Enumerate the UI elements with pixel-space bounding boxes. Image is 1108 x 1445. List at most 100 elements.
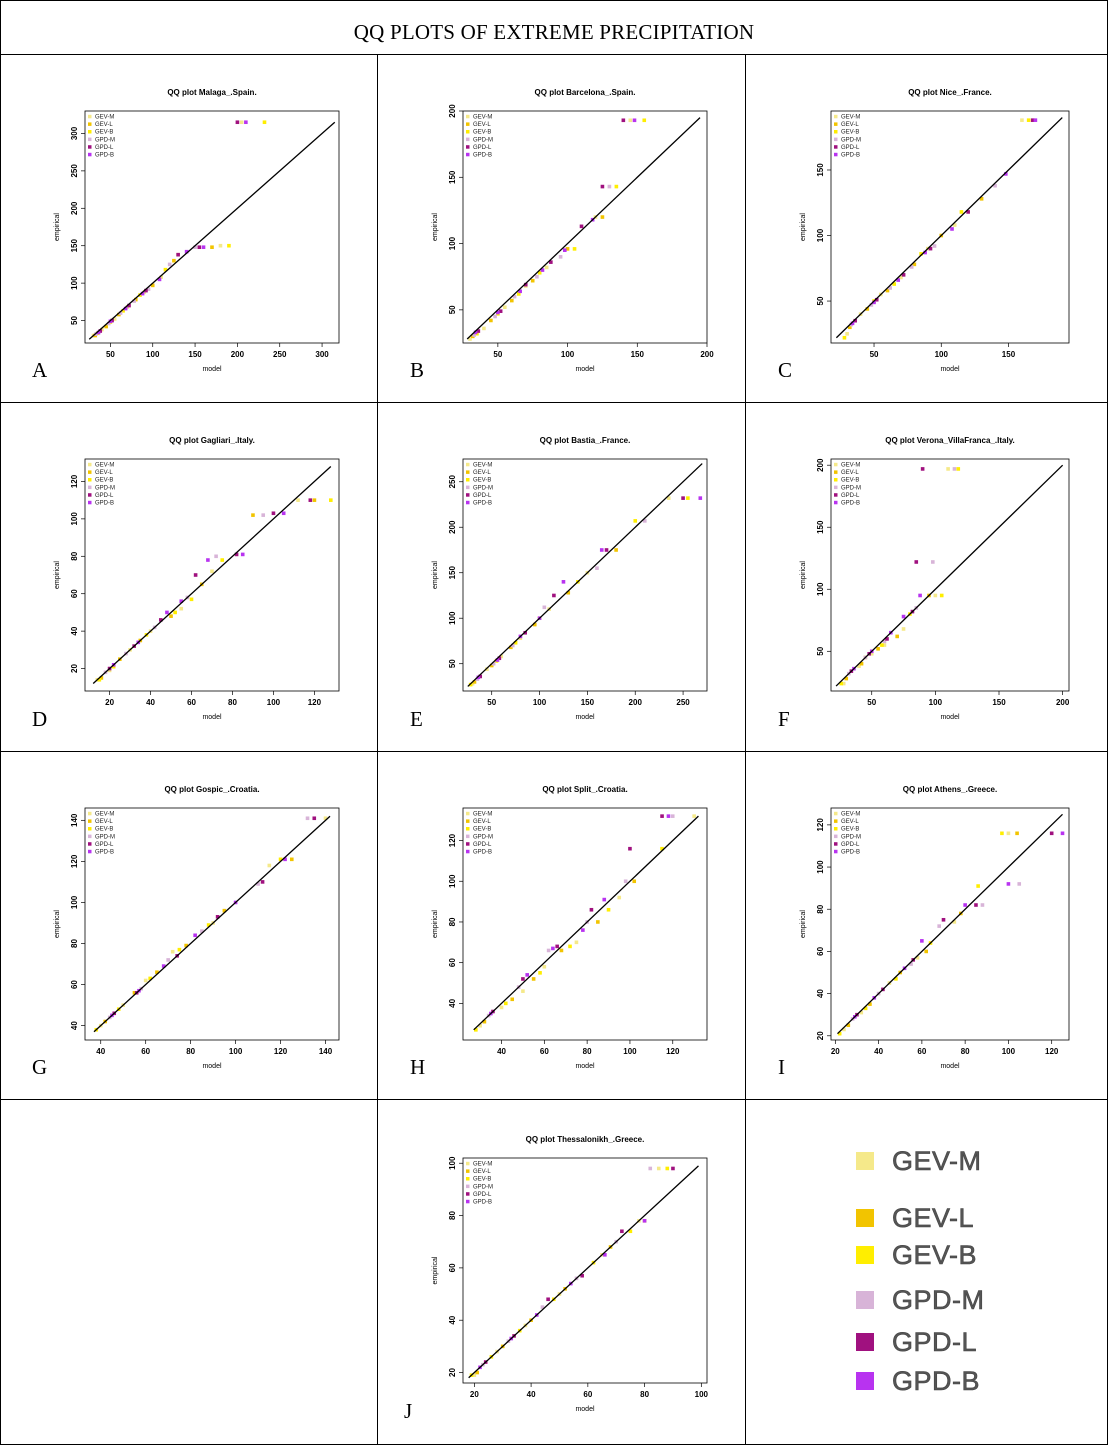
y-tick-label: 40 <box>448 998 457 1007</box>
point-gev-m <box>882 643 887 647</box>
y-axis-label: empirical <box>432 561 439 589</box>
reference-line <box>837 813 1063 1035</box>
inner-legend-swatch-gev-b <box>834 130 838 134</box>
inner-legend-label-gev-m: GEV-M <box>473 463 492 469</box>
y-tick-label: 100 <box>448 874 457 888</box>
point-gev-m <box>472 1373 477 1377</box>
inner-legend-label-gev-b: GEV-B <box>95 478 113 484</box>
point-gpd-m <box>648 1166 653 1171</box>
point-gev-b <box>892 282 896 286</box>
inner-legend-label-gpd-l: GPD-L <box>95 842 114 848</box>
inner-legend-label-gpd-m: GPD-M <box>473 834 493 840</box>
point-gev-l <box>600 215 605 219</box>
y-tick-label: 300 <box>70 126 79 140</box>
point-gpd-l <box>914 560 919 564</box>
x-tick-label: 60 <box>917 1047 926 1056</box>
y-axis-label: empirical <box>800 910 807 938</box>
point-gev-b <box>97 677 102 682</box>
shared-legend: GEV-M GEV-L GEV-B GPD-M GPD-L GPD-B <box>746 1100 1108 1445</box>
panel-letter: D <box>32 707 48 731</box>
point-gpd-m <box>542 605 547 610</box>
point-gev-b <box>628 1229 633 1234</box>
point-gev-m <box>859 1010 864 1015</box>
point-gev-m <box>542 964 547 969</box>
point-gpd-m <box>607 184 612 189</box>
point-gev-b <box>642 118 647 123</box>
inner-legend-label-gev-m: GEV-M <box>841 115 860 121</box>
point-gev-b <box>121 309 125 313</box>
legend-row-gev-b: GEV-B <box>856 1235 977 1275</box>
point-gpd-l <box>552 593 556 598</box>
plot-title: QQ plot Split_.Croatia. <box>542 785 627 794</box>
inner-legend-swatch-gev-m <box>466 811 470 816</box>
inner-legend-swatch-gpd-l <box>466 145 470 149</box>
inner-legend-label-gpd-m: GPD-M <box>473 1184 493 1190</box>
point-gev-b <box>837 1031 842 1036</box>
y-tick-label: 50 <box>448 659 457 668</box>
inner-legend-swatch-gpd-m <box>834 137 838 142</box>
point-gev-l <box>169 614 173 618</box>
chart-cell-j: QQ plot Thessalonikh_.Greece. 20 40 60 80 100… <box>378 1100 745 1444</box>
x-tick-label: 50 <box>493 350 502 359</box>
inner-legend-swatch-gpd-m <box>834 485 838 490</box>
x-axis-label: model <box>575 366 595 373</box>
point-gev-m <box>946 467 950 471</box>
point-gpd-b <box>161 964 166 968</box>
inner-legend-swatch-gev-l <box>834 122 838 126</box>
point-gpd-b <box>603 1253 607 1257</box>
point-gpd-b <box>179 599 184 603</box>
point-gpd-l <box>523 630 527 635</box>
y-tick-label: 60 <box>448 958 457 967</box>
inner-legend-label-gpd-l: GPD-L <box>473 842 492 848</box>
y-tick-label: 50 <box>816 646 825 655</box>
point-gev-m <box>574 940 579 945</box>
legend-label-gpd-b: GPD-B <box>892 1365 981 1396</box>
plot-title: QQ plot Gagliari_.Italy. <box>169 436 255 445</box>
y-tick-label: 250 <box>448 475 457 489</box>
inner-legend-label-gpd-b: GPD-B <box>95 501 114 507</box>
plot-box <box>84 807 340 1041</box>
x-tick-label: 120 <box>308 698 322 707</box>
legend-swatch-gev-l <box>856 1209 874 1227</box>
point-gev-l <box>1015 831 1019 836</box>
y-tick-label: 20 <box>70 664 79 673</box>
inner-legend-swatch-gpd-b <box>88 500 92 505</box>
point-gev-b <box>665 1166 670 1171</box>
x-tick-label: 50 <box>867 698 876 707</box>
x-tick-label: 120 <box>1045 1047 1059 1056</box>
y-tick-label: 60 <box>70 980 79 989</box>
point-gpd-b <box>473 330 478 335</box>
point-gev-l <box>251 513 255 517</box>
point-gev-m <box>499 1005 504 1010</box>
point-gev-b <box>976 884 980 888</box>
point-gpd-l <box>681 496 685 500</box>
point-gpd-b <box>561 580 566 584</box>
point-gpd-b <box>244 120 248 125</box>
inner-legend-swatch-gpd-l <box>466 493 470 497</box>
point-gev-l <box>565 247 570 251</box>
point-gev-l <box>530 278 535 283</box>
point-gev-m <box>170 949 175 954</box>
inner-legend-swatch-gev-b <box>466 478 470 482</box>
inner-legend-label-gev-l: GEV-L <box>473 122 491 128</box>
point-gev-l <box>924 949 928 954</box>
point-gev-m <box>617 895 622 900</box>
point-gpd-b <box>1060 831 1065 836</box>
inner-legend-label-gpd-m: GPD-M <box>95 834 115 840</box>
point-gpd-m <box>106 321 111 326</box>
point-gev-m <box>915 955 920 960</box>
point-gpd-l <box>478 674 483 679</box>
point-gev-m <box>841 681 846 686</box>
x-tick-label: 200 <box>700 350 714 359</box>
x-tick-label: 150 <box>188 350 202 359</box>
legend-row-gpd-b: GPD-B <box>856 1361 980 1401</box>
chart-cell-h: QQ plot Split_.Croatia. 40 60 80 100 120 40 60 8… <box>378 752 745 1099</box>
inner-legend-label-gpd-l: GPD-L <box>841 842 860 848</box>
point-gev-m <box>478 1023 482 1028</box>
inner-legend-label-gev-m: GEV-M <box>473 1162 492 1168</box>
border-title-bottom <box>0 54 1108 55</box>
point-gev-m <box>296 498 300 502</box>
y-tick-label: 20 <box>816 1031 825 1040</box>
inner-legend-label-gpd-b: GPD-B <box>841 153 860 159</box>
plot-title: QQ plot Bastia_.France. <box>540 436 631 445</box>
